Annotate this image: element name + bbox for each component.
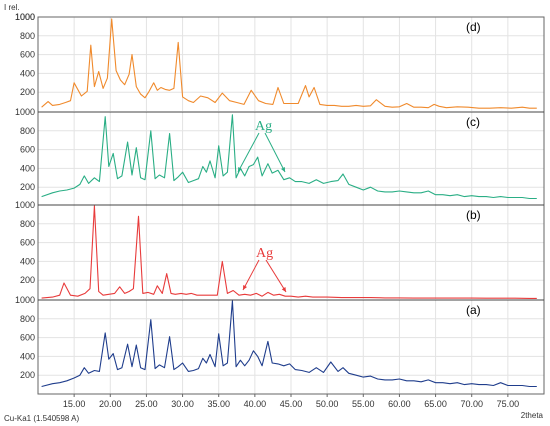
y-tick-label: 400 — [20, 68, 35, 78]
ag-annotation-arrow — [242, 259, 260, 291]
y-tick-label: 400 — [20, 351, 35, 361]
ag-annotation-label: Ag — [255, 119, 272, 134]
x-tick-label: 15.00 — [63, 399, 86, 409]
y-tick-label: 600 — [20, 50, 35, 60]
frame-layer — [37, 16, 545, 397]
x-tick-label: 30.00 — [171, 399, 194, 409]
x-tick-label: 40.00 — [244, 399, 267, 409]
ag-arrowhead — [238, 167, 243, 172]
x-tick-label: 70.00 — [460, 399, 483, 409]
x-tick-label: 25.00 — [135, 399, 158, 409]
y-tick-label: 200 — [20, 275, 35, 285]
y-tick-label: 1000 — [15, 107, 35, 117]
radiation-label: Cu-Ka1 (1.540598 A) — [4, 414, 79, 423]
ag-annotation-arrow — [264, 132, 286, 173]
y-tick-label: 400 — [20, 163, 35, 173]
ag-arrowhead — [281, 167, 285, 172]
panel-label: (d) — [466, 20, 481, 34]
y-tick-label: 800 — [20, 31, 35, 41]
y-tick-label: 200 — [20, 87, 35, 97]
series-line-d — [41, 18, 537, 109]
x-tick-label: 60.00 — [388, 399, 411, 409]
x-tick-label: 65.00 — [424, 399, 447, 409]
ag-annotation-label: Ag — [256, 246, 273, 261]
series-line-c — [41, 114, 537, 200]
x-tick-label: 55.00 — [352, 399, 375, 409]
y-tick-label-top: 1000 — [15, 12, 35, 22]
series-line-a — [41, 300, 537, 388]
y-tick-label: 1000 — [15, 12, 35, 22]
annotation-layer: Ag Ag — [237, 119, 287, 293]
x-axis-title: 2theta — [521, 411, 544, 420]
y-axis-label: I rel. — [4, 3, 20, 12]
ag-arrowhead — [281, 287, 286, 292]
y-tick-label: 400 — [20, 256, 35, 266]
panel-label: (a) — [466, 303, 481, 317]
x-tick-label: 75.00 — [497, 399, 520, 409]
panel-label: (c) — [466, 115, 480, 129]
ag-arrowhead — [243, 285, 248, 290]
series-line-b — [41, 205, 537, 299]
y-tick-label: 600 — [20, 333, 35, 343]
y-tick-label: 600 — [20, 145, 35, 155]
y-tick-label: 800 — [20, 126, 35, 136]
x-tick-label: 20.00 — [99, 399, 122, 409]
y-tick-label: 800 — [20, 314, 35, 324]
labels-layer: 200 400 600 800 1000 (d) 200 400 600 800 1000 (c) 20… — [15, 12, 519, 409]
x-tick-label: 45.00 — [280, 399, 303, 409]
ag-annotation-arrow — [265, 259, 287, 293]
y-tick-label: 800 — [20, 219, 35, 229]
x-tick-label: 35.00 — [207, 399, 230, 409]
y-tick-label: 200 — [20, 370, 35, 380]
y-tick-label: 1000 — [15, 295, 35, 305]
ag-annotation-arrow — [237, 132, 260, 173]
x-tick-label: 50.00 — [316, 399, 339, 409]
panels-layer — [41, 18, 537, 388]
y-tick-label: 600 — [20, 238, 35, 248]
y-tick-label: 1000 — [15, 200, 35, 210]
y-tick-label: 200 — [20, 182, 35, 192]
panel-label: (b) — [466, 208, 481, 222]
